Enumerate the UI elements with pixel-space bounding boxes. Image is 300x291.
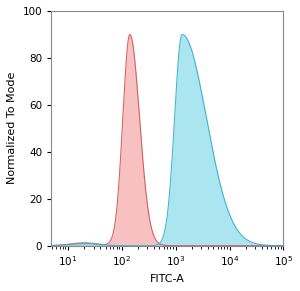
X-axis label: FITC-A: FITC-A — [150, 274, 185, 284]
Y-axis label: Normalized To Mode: Normalized To Mode — [7, 72, 17, 184]
